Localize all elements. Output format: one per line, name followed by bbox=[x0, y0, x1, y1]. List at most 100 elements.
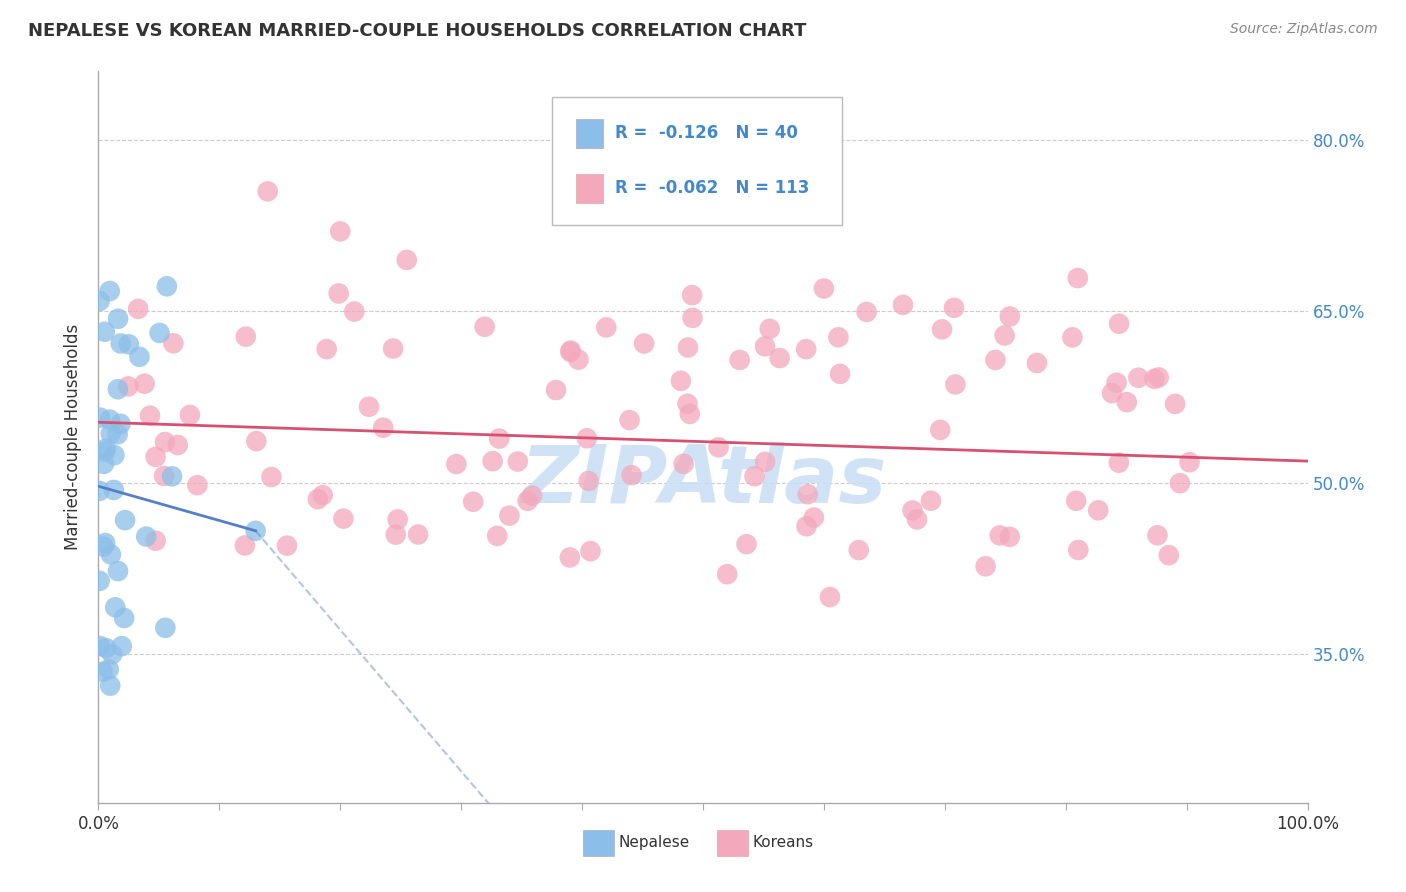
Point bbox=[931, 322, 953, 336]
Point bbox=[481, 454, 503, 468]
Point bbox=[153, 435, 176, 450]
Point bbox=[676, 397, 699, 411]
Point bbox=[567, 352, 589, 367]
Point bbox=[382, 342, 405, 356]
Point bbox=[984, 353, 1007, 368]
Point bbox=[162, 336, 184, 351]
Point bbox=[94, 444, 117, 458]
Point bbox=[682, 310, 704, 325]
Point bbox=[1164, 397, 1187, 411]
Point bbox=[156, 279, 179, 293]
Text: ZIPAtlas: ZIPAtlas bbox=[520, 442, 886, 520]
Point bbox=[245, 434, 267, 449]
Point bbox=[96, 641, 118, 656]
Point bbox=[104, 600, 127, 615]
Point bbox=[111, 639, 134, 653]
Point bbox=[578, 474, 600, 488]
Point bbox=[112, 611, 135, 625]
Point bbox=[357, 400, 380, 414]
Point bbox=[110, 336, 132, 351]
Point bbox=[145, 450, 167, 464]
Point bbox=[1168, 476, 1191, 491]
Point bbox=[1064, 493, 1087, 508]
Point bbox=[260, 470, 283, 484]
Point bbox=[107, 564, 129, 578]
Point bbox=[544, 383, 567, 397]
Point bbox=[139, 409, 162, 423]
Point bbox=[384, 527, 406, 541]
Point bbox=[994, 328, 1017, 343]
Point bbox=[488, 432, 510, 446]
Point bbox=[315, 342, 337, 356]
Point bbox=[91, 665, 114, 679]
Point bbox=[974, 559, 997, 574]
Point bbox=[387, 512, 409, 526]
Point bbox=[107, 427, 129, 442]
Point bbox=[97, 662, 120, 676]
Point bbox=[328, 286, 350, 301]
Text: R =  -0.062   N = 113: R = -0.062 N = 113 bbox=[614, 179, 808, 197]
Point bbox=[1157, 548, 1180, 562]
Point bbox=[988, 528, 1011, 542]
Point bbox=[93, 457, 115, 471]
Point bbox=[681, 288, 703, 302]
Point bbox=[135, 530, 157, 544]
Point bbox=[1115, 395, 1137, 409]
Point bbox=[128, 350, 150, 364]
Point bbox=[758, 322, 780, 336]
Point bbox=[100, 426, 122, 441]
Point bbox=[474, 319, 496, 334]
Point bbox=[1143, 372, 1166, 386]
Point bbox=[498, 508, 520, 523]
Point bbox=[343, 304, 366, 318]
FancyBboxPatch shape bbox=[576, 119, 603, 148]
Point bbox=[100, 548, 122, 562]
Point bbox=[329, 224, 352, 238]
Point bbox=[945, 377, 967, 392]
Point bbox=[818, 590, 841, 604]
Point bbox=[1108, 456, 1130, 470]
Text: NEPALESE VS KOREAN MARRIED-COUPLE HOUSEHOLDS CORRELATION CHART: NEPALESE VS KOREAN MARRIED-COUPLE HOUSEH… bbox=[28, 22, 807, 40]
Point bbox=[1087, 503, 1109, 517]
Point bbox=[89, 483, 111, 498]
Point bbox=[905, 512, 928, 526]
Point bbox=[754, 339, 776, 353]
Point bbox=[446, 457, 468, 471]
Point bbox=[1067, 271, 1090, 285]
Point bbox=[103, 448, 125, 462]
Point bbox=[828, 367, 851, 381]
Point bbox=[94, 325, 117, 339]
Point bbox=[803, 510, 825, 524]
Point bbox=[89, 410, 111, 425]
Point bbox=[716, 567, 738, 582]
Y-axis label: Married-couple Households: Married-couple Households bbox=[65, 324, 83, 550]
Point bbox=[312, 488, 335, 502]
Point bbox=[101, 647, 124, 661]
Point bbox=[520, 489, 543, 503]
Point bbox=[114, 513, 136, 527]
Point bbox=[619, 413, 641, 427]
Point bbox=[98, 284, 121, 298]
Point bbox=[901, 503, 924, 517]
Point bbox=[633, 336, 655, 351]
Point bbox=[153, 469, 176, 483]
Point bbox=[94, 536, 117, 550]
Point bbox=[89, 293, 111, 308]
Text: Source: ZipAtlas.com: Source: ZipAtlas.com bbox=[1230, 22, 1378, 37]
Point bbox=[98, 412, 121, 426]
Point bbox=[998, 310, 1021, 324]
Point bbox=[1025, 356, 1047, 370]
Point bbox=[107, 382, 129, 396]
Point bbox=[256, 185, 278, 199]
Point bbox=[1101, 386, 1123, 401]
Point bbox=[855, 305, 877, 319]
Point bbox=[676, 341, 699, 355]
Point bbox=[796, 519, 818, 533]
Point bbox=[827, 330, 849, 344]
Point bbox=[620, 468, 643, 483]
Point bbox=[127, 301, 149, 316]
Point bbox=[707, 440, 730, 454]
Point bbox=[110, 417, 132, 431]
Point bbox=[735, 537, 758, 551]
Point bbox=[1178, 455, 1201, 469]
